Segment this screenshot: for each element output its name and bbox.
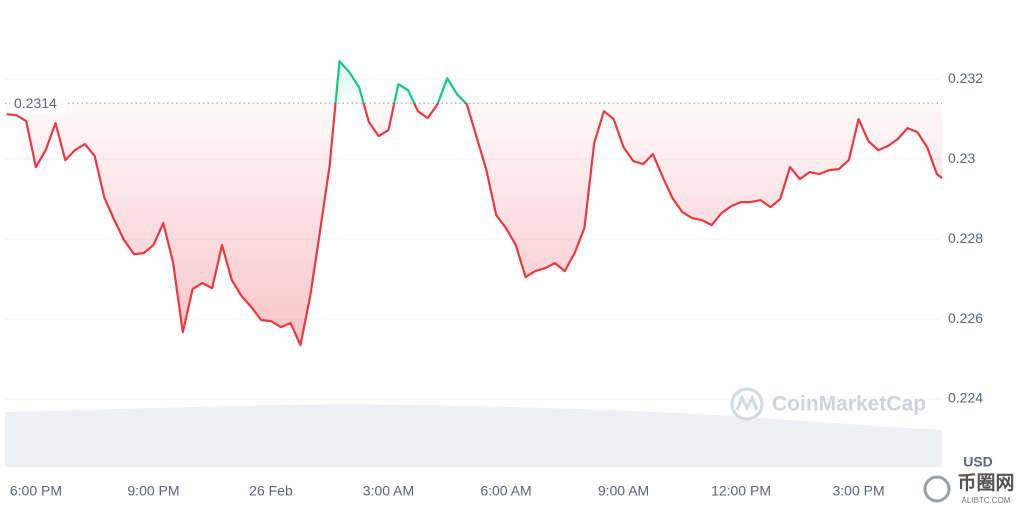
y-tick-label: 0.232 xyxy=(948,70,983,86)
currency-label: USD xyxy=(963,454,993,470)
x-tick-label: 26 Feb xyxy=(249,483,293,499)
corner-logo-sub: ALIBTC.COM xyxy=(962,496,1011,505)
x-tick-label: 3:00 AM xyxy=(363,483,414,499)
y-tick-label: 0.228 xyxy=(948,230,983,246)
x-tick-label: 9:00 PM xyxy=(127,483,179,499)
corner-logo: 币圈网 ALIBTC.COM xyxy=(923,472,1015,505)
watermark-logo xyxy=(730,387,764,421)
x-tick-label: 12:00 PM xyxy=(711,483,771,499)
volume-area xyxy=(5,404,942,467)
baseline-label-bg xyxy=(10,93,66,114)
price-line xyxy=(6,60,943,347)
baseline-label: 0.2314 xyxy=(14,95,57,111)
y-tick-label: 0.224 xyxy=(948,390,983,406)
x-tick-label: 6:00 AM xyxy=(480,483,531,499)
x-tick-label: 3:00 PM xyxy=(832,483,884,499)
area-fill xyxy=(6,61,943,346)
watermark-text: CoinMarketCap xyxy=(772,393,926,416)
y-tick-label: 0.23 xyxy=(948,150,975,166)
watermark: CoinMarketCap xyxy=(730,387,926,421)
corner-logo-icon xyxy=(923,475,951,503)
x-tick-label: 9:00 AM xyxy=(598,483,649,499)
corner-logo-text: 币圈网 xyxy=(957,472,1014,494)
y-tick-label: 0.226 xyxy=(948,310,983,326)
x-tick-label: 6:00 PM xyxy=(10,483,62,499)
watermark-logo-mark xyxy=(735,394,759,412)
